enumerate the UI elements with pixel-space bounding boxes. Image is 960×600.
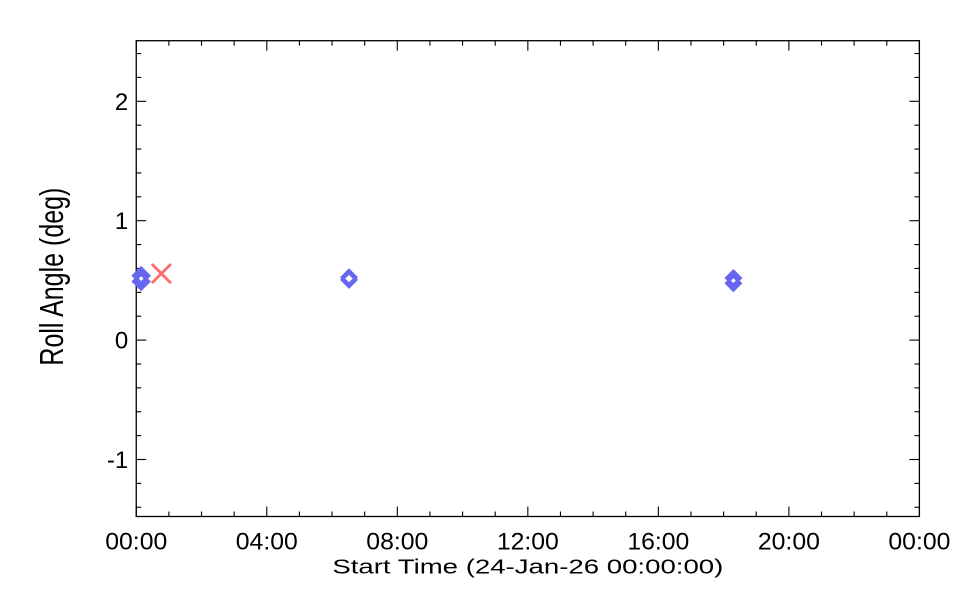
svg-text:08:00: 08:00 <box>366 529 428 556</box>
svg-text:1: 1 <box>115 208 128 235</box>
svg-text:16:00: 16:00 <box>627 529 689 556</box>
svg-text:Roll Angle (deg): Roll Angle (deg) <box>33 188 70 366</box>
svg-text:00:00: 00:00 <box>888 529 950 556</box>
svg-text:Start Time (24-Jan-26 00:00:00: Start Time (24-Jan-26 00:00:00) <box>332 557 723 579</box>
svg-text:0: 0 <box>115 328 128 355</box>
svg-text:-1: -1 <box>107 447 128 474</box>
svg-text:2: 2 <box>115 89 128 116</box>
svg-text:20:00: 20:00 <box>758 529 820 556</box>
svg-text:04:00: 04:00 <box>236 529 298 556</box>
svg-text:00:00: 00:00 <box>105 529 167 556</box>
svg-text:12:00: 12:00 <box>497 529 559 556</box>
